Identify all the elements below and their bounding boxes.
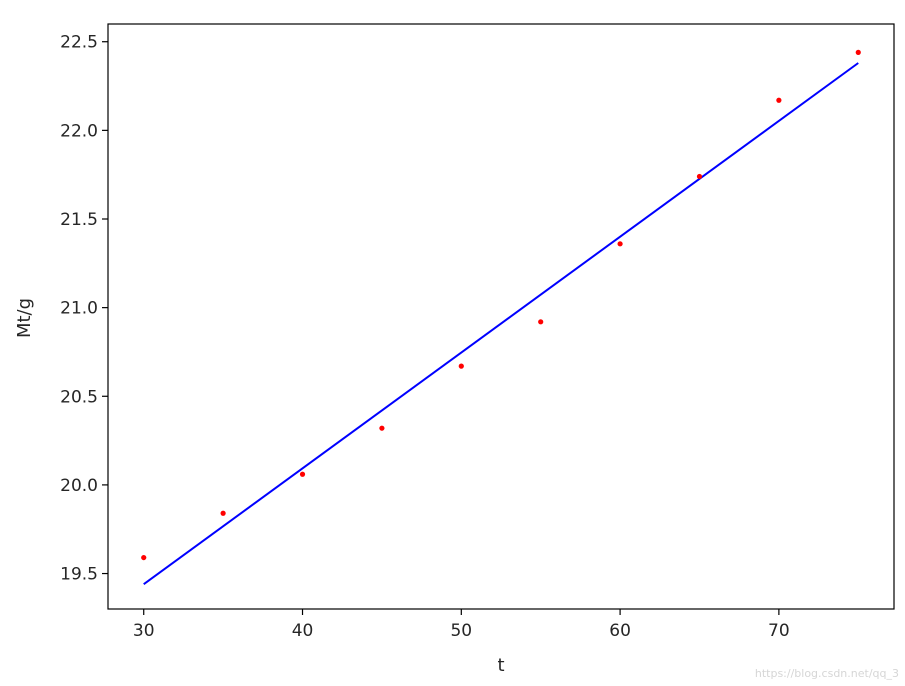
data-point	[299, 471, 306, 477]
y-axis-label: Mt/g	[14, 298, 35, 338]
watermark-text: https://blog.csdn.net/qq_3	[754, 667, 899, 680]
data-point	[776, 97, 782, 103]
data-point	[379, 425, 385, 431]
y-tick-label: 21.5	[60, 210, 98, 230]
data-point	[458, 363, 464, 369]
y-tick-label: 20.5	[60, 387, 98, 407]
fit-line-layer	[143, 62, 859, 585]
x-axis-label: t	[497, 655, 504, 676]
data-point	[855, 49, 861, 55]
x-tick-label: 50	[450, 621, 472, 641]
data-point	[696, 173, 703, 180]
y-tick-label: 20.0	[60, 476, 98, 496]
data-point	[617, 241, 623, 247]
scatter-points-layer	[141, 49, 861, 561]
y-tick-label: 19.5	[60, 565, 98, 585]
data-point	[141, 554, 147, 561]
y-axis-ticks: 19.5 20.0 20.5 21.0 21.5 22.0 22.5	[60, 33, 108, 585]
x-tick-label: 70	[768, 621, 790, 641]
x-axis-ticks: 30 40 50 60 70	[133, 609, 790, 641]
x-tick-label: 30	[133, 621, 155, 641]
plot-area	[108, 24, 894, 609]
data-point	[220, 510, 226, 516]
plot-frame	[107, 23, 895, 610]
y-tick-label: 22.5	[60, 33, 98, 53]
fit-line	[143, 62, 859, 585]
x-tick-label: 60	[609, 621, 631, 641]
data-point	[538, 319, 544, 325]
y-tick-label: 22.0	[60, 121, 98, 141]
x-tick-label: 40	[292, 621, 314, 641]
y-tick-label: 21.0	[60, 299, 98, 319]
